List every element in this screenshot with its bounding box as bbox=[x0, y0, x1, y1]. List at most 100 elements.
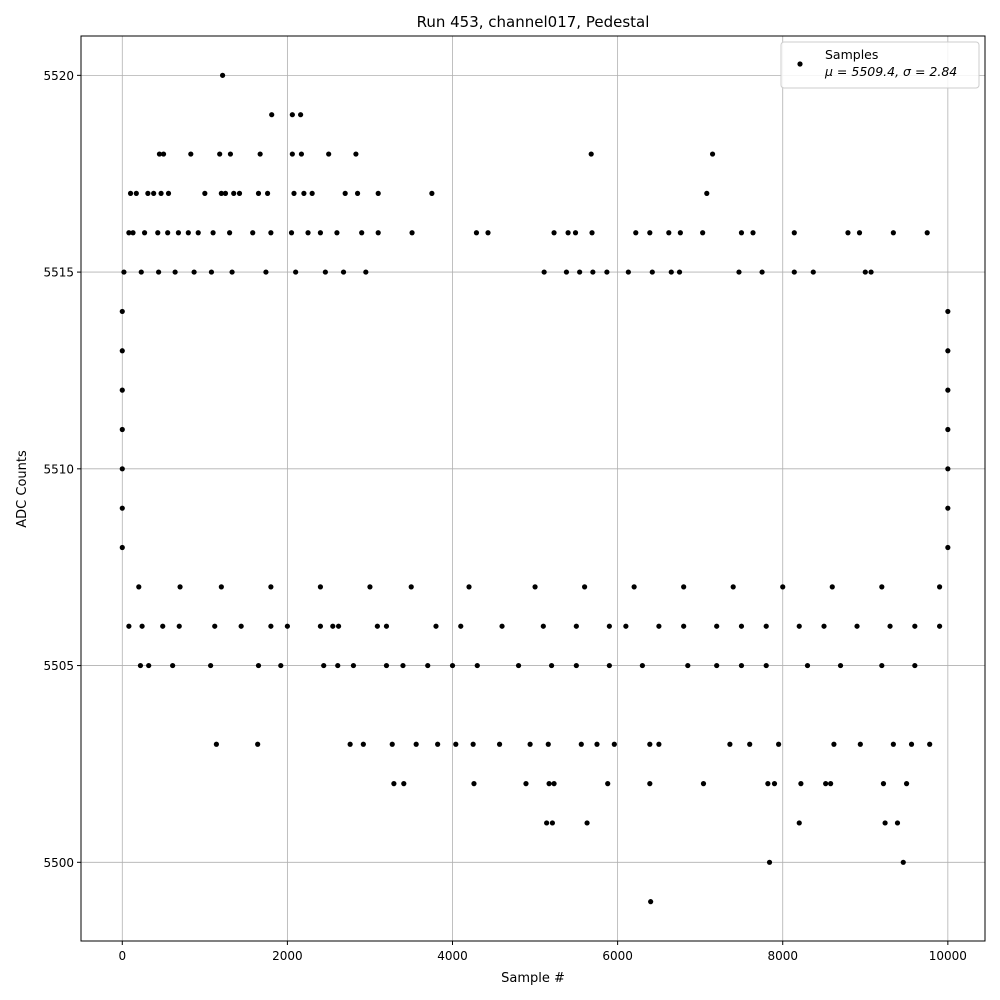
data-point bbox=[359, 230, 365, 236]
data-point bbox=[936, 584, 943, 590]
data-point bbox=[156, 151, 163, 157]
y-tick-label: 5505 bbox=[43, 659, 74, 673]
data-point bbox=[151, 190, 157, 196]
data-point bbox=[765, 781, 771, 787]
data-point bbox=[250, 230, 256, 236]
data-point bbox=[126, 623, 132, 629]
data-point bbox=[264, 190, 271, 196]
data-point bbox=[188, 151, 194, 157]
data-point bbox=[523, 781, 529, 787]
data-point bbox=[160, 623, 166, 629]
data-point bbox=[791, 269, 797, 275]
data-point bbox=[222, 190, 229, 196]
data-point bbox=[298, 112, 304, 118]
data-point bbox=[453, 741, 459, 747]
data-point bbox=[263, 269, 269, 275]
data-point bbox=[119, 544, 125, 551]
data-point bbox=[289, 151, 295, 157]
data-point bbox=[829, 584, 835, 590]
data-point bbox=[293, 269, 299, 275]
data-point bbox=[499, 623, 505, 629]
data-point bbox=[305, 230, 311, 236]
data-point bbox=[334, 230, 340, 236]
x-ticks: 0 2000 4000 6000 8000 10000 bbox=[118, 941, 967, 963]
data-point bbox=[321, 662, 327, 669]
data-point bbox=[160, 151, 167, 157]
data-point bbox=[317, 623, 324, 629]
data-point bbox=[119, 348, 125, 354]
data-point bbox=[291, 190, 297, 196]
data-point bbox=[288, 230, 295, 236]
data-point bbox=[353, 151, 359, 157]
data-point bbox=[780, 584, 786, 590]
data-point bbox=[335, 662, 341, 669]
data-point bbox=[400, 662, 406, 669]
data-point bbox=[236, 190, 243, 196]
data-point bbox=[604, 269, 610, 275]
data-point bbox=[127, 190, 134, 196]
x-tick-label: 2000 bbox=[272, 949, 303, 963]
data-point bbox=[738, 623, 745, 629]
data-point bbox=[156, 269, 162, 275]
data-point bbox=[255, 741, 261, 747]
data-point bbox=[532, 584, 538, 590]
legend-marker bbox=[797, 61, 803, 67]
data-point bbox=[229, 269, 235, 275]
data-point bbox=[736, 269, 742, 275]
data-point bbox=[335, 623, 342, 629]
data-point bbox=[594, 741, 600, 747]
data-point bbox=[548, 662, 555, 669]
data-point bbox=[471, 781, 477, 787]
data-point bbox=[709, 151, 716, 157]
data-point bbox=[606, 623, 612, 629]
data-point bbox=[714, 623, 720, 629]
data-point bbox=[268, 623, 274, 629]
data-point bbox=[119, 505, 125, 511]
data-point bbox=[119, 466, 125, 472]
data-point bbox=[278, 662, 284, 669]
data-point bbox=[269, 112, 275, 118]
data-point bbox=[217, 151, 223, 157]
data-point bbox=[146, 662, 152, 669]
data-point bbox=[854, 623, 860, 629]
data-point bbox=[195, 230, 201, 236]
data-point bbox=[879, 662, 885, 669]
data-point bbox=[810, 269, 816, 275]
data-point bbox=[900, 859, 906, 865]
data-point bbox=[367, 584, 373, 590]
data-point bbox=[563, 269, 570, 275]
data-point bbox=[289, 112, 295, 118]
data-point bbox=[170, 662, 176, 669]
data-point bbox=[458, 623, 464, 629]
x-tick-label: 0 bbox=[118, 949, 126, 963]
data-point bbox=[882, 820, 888, 826]
data-point bbox=[945, 348, 951, 354]
data-point bbox=[322, 269, 328, 275]
data-point bbox=[165, 230, 171, 236]
data-point bbox=[945, 426, 951, 433]
data-point bbox=[136, 584, 142, 590]
data-point bbox=[210, 230, 216, 236]
data-point bbox=[823, 781, 829, 787]
data-point bbox=[890, 230, 896, 236]
data-point bbox=[796, 623, 802, 629]
data-point bbox=[750, 230, 756, 236]
data-point bbox=[714, 662, 720, 669]
y-tick-label: 5520 bbox=[43, 69, 74, 83]
data-point bbox=[577, 269, 583, 275]
data-point bbox=[837, 662, 844, 669]
data-point bbox=[776, 741, 782, 747]
data-point bbox=[828, 781, 834, 787]
data-point bbox=[666, 230, 672, 236]
data-point bbox=[605, 781, 611, 787]
data-point bbox=[485, 230, 491, 236]
data-point bbox=[449, 662, 456, 669]
data-point bbox=[301, 190, 307, 196]
data-point bbox=[309, 190, 315, 196]
data-point bbox=[700, 230, 706, 236]
data-point bbox=[401, 781, 407, 787]
data-point bbox=[565, 230, 571, 236]
data-point bbox=[681, 623, 687, 629]
data-point bbox=[238, 623, 244, 629]
